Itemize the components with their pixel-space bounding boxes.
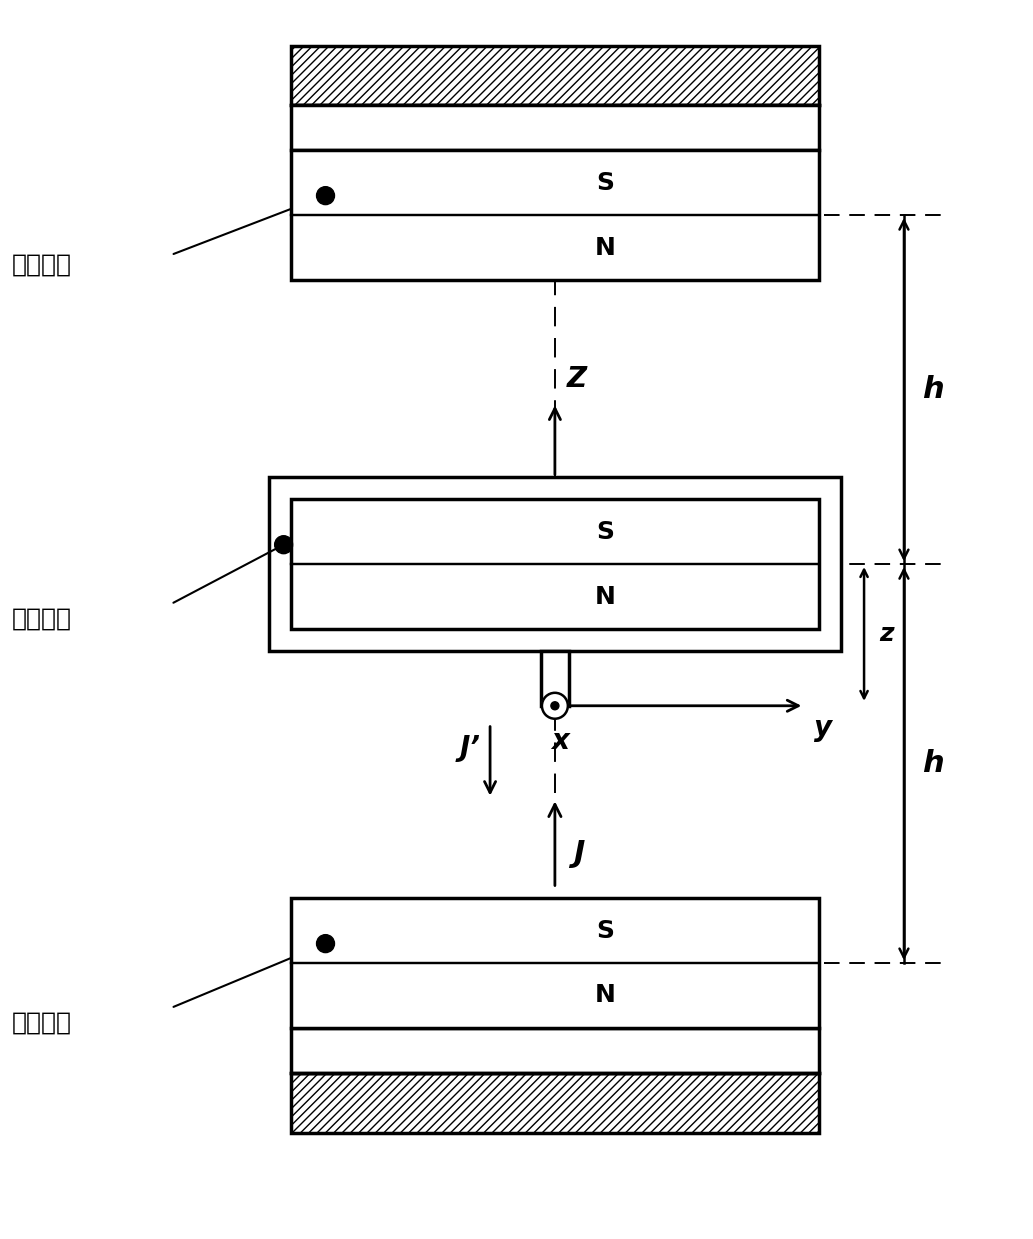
Bar	[541, 650, 569, 706]
Text: x: x	[551, 727, 569, 755]
Text: J: J	[573, 839, 585, 867]
Circle shape	[316, 934, 335, 953]
Bar	[290, 1073, 819, 1132]
Text: N: N	[594, 235, 616, 259]
Circle shape	[542, 693, 568, 719]
Bar	[290, 1028, 819, 1073]
Circle shape	[316, 187, 335, 204]
Text: N: N	[594, 984, 616, 1007]
Text: N: N	[594, 585, 616, 608]
Text: 下部磁铁: 下部磁铁	[11, 1011, 71, 1035]
Text: J’: J’	[460, 733, 480, 762]
Text: S: S	[596, 918, 614, 943]
Circle shape	[275, 535, 292, 554]
Text: z: z	[879, 622, 894, 646]
Bar	[290, 105, 819, 150]
Bar	[290, 898, 819, 1028]
Text: S: S	[596, 171, 614, 195]
Text: h: h	[921, 375, 944, 404]
Text: h: h	[921, 750, 944, 778]
Bar	[269, 477, 841, 650]
Bar	[290, 499, 819, 629]
Text: y: y	[814, 714, 833, 742]
Text: S: S	[596, 519, 614, 544]
Bar	[290, 46, 819, 105]
Bar	[290, 150, 819, 280]
Bar	[290, 1073, 819, 1132]
Bar	[290, 46, 819, 105]
Text: Z: Z	[567, 364, 587, 393]
Text: 中间磁铁: 中间磁铁	[11, 607, 71, 631]
Circle shape	[551, 701, 559, 710]
Text: 上部磁铁: 上部磁铁	[11, 253, 71, 278]
